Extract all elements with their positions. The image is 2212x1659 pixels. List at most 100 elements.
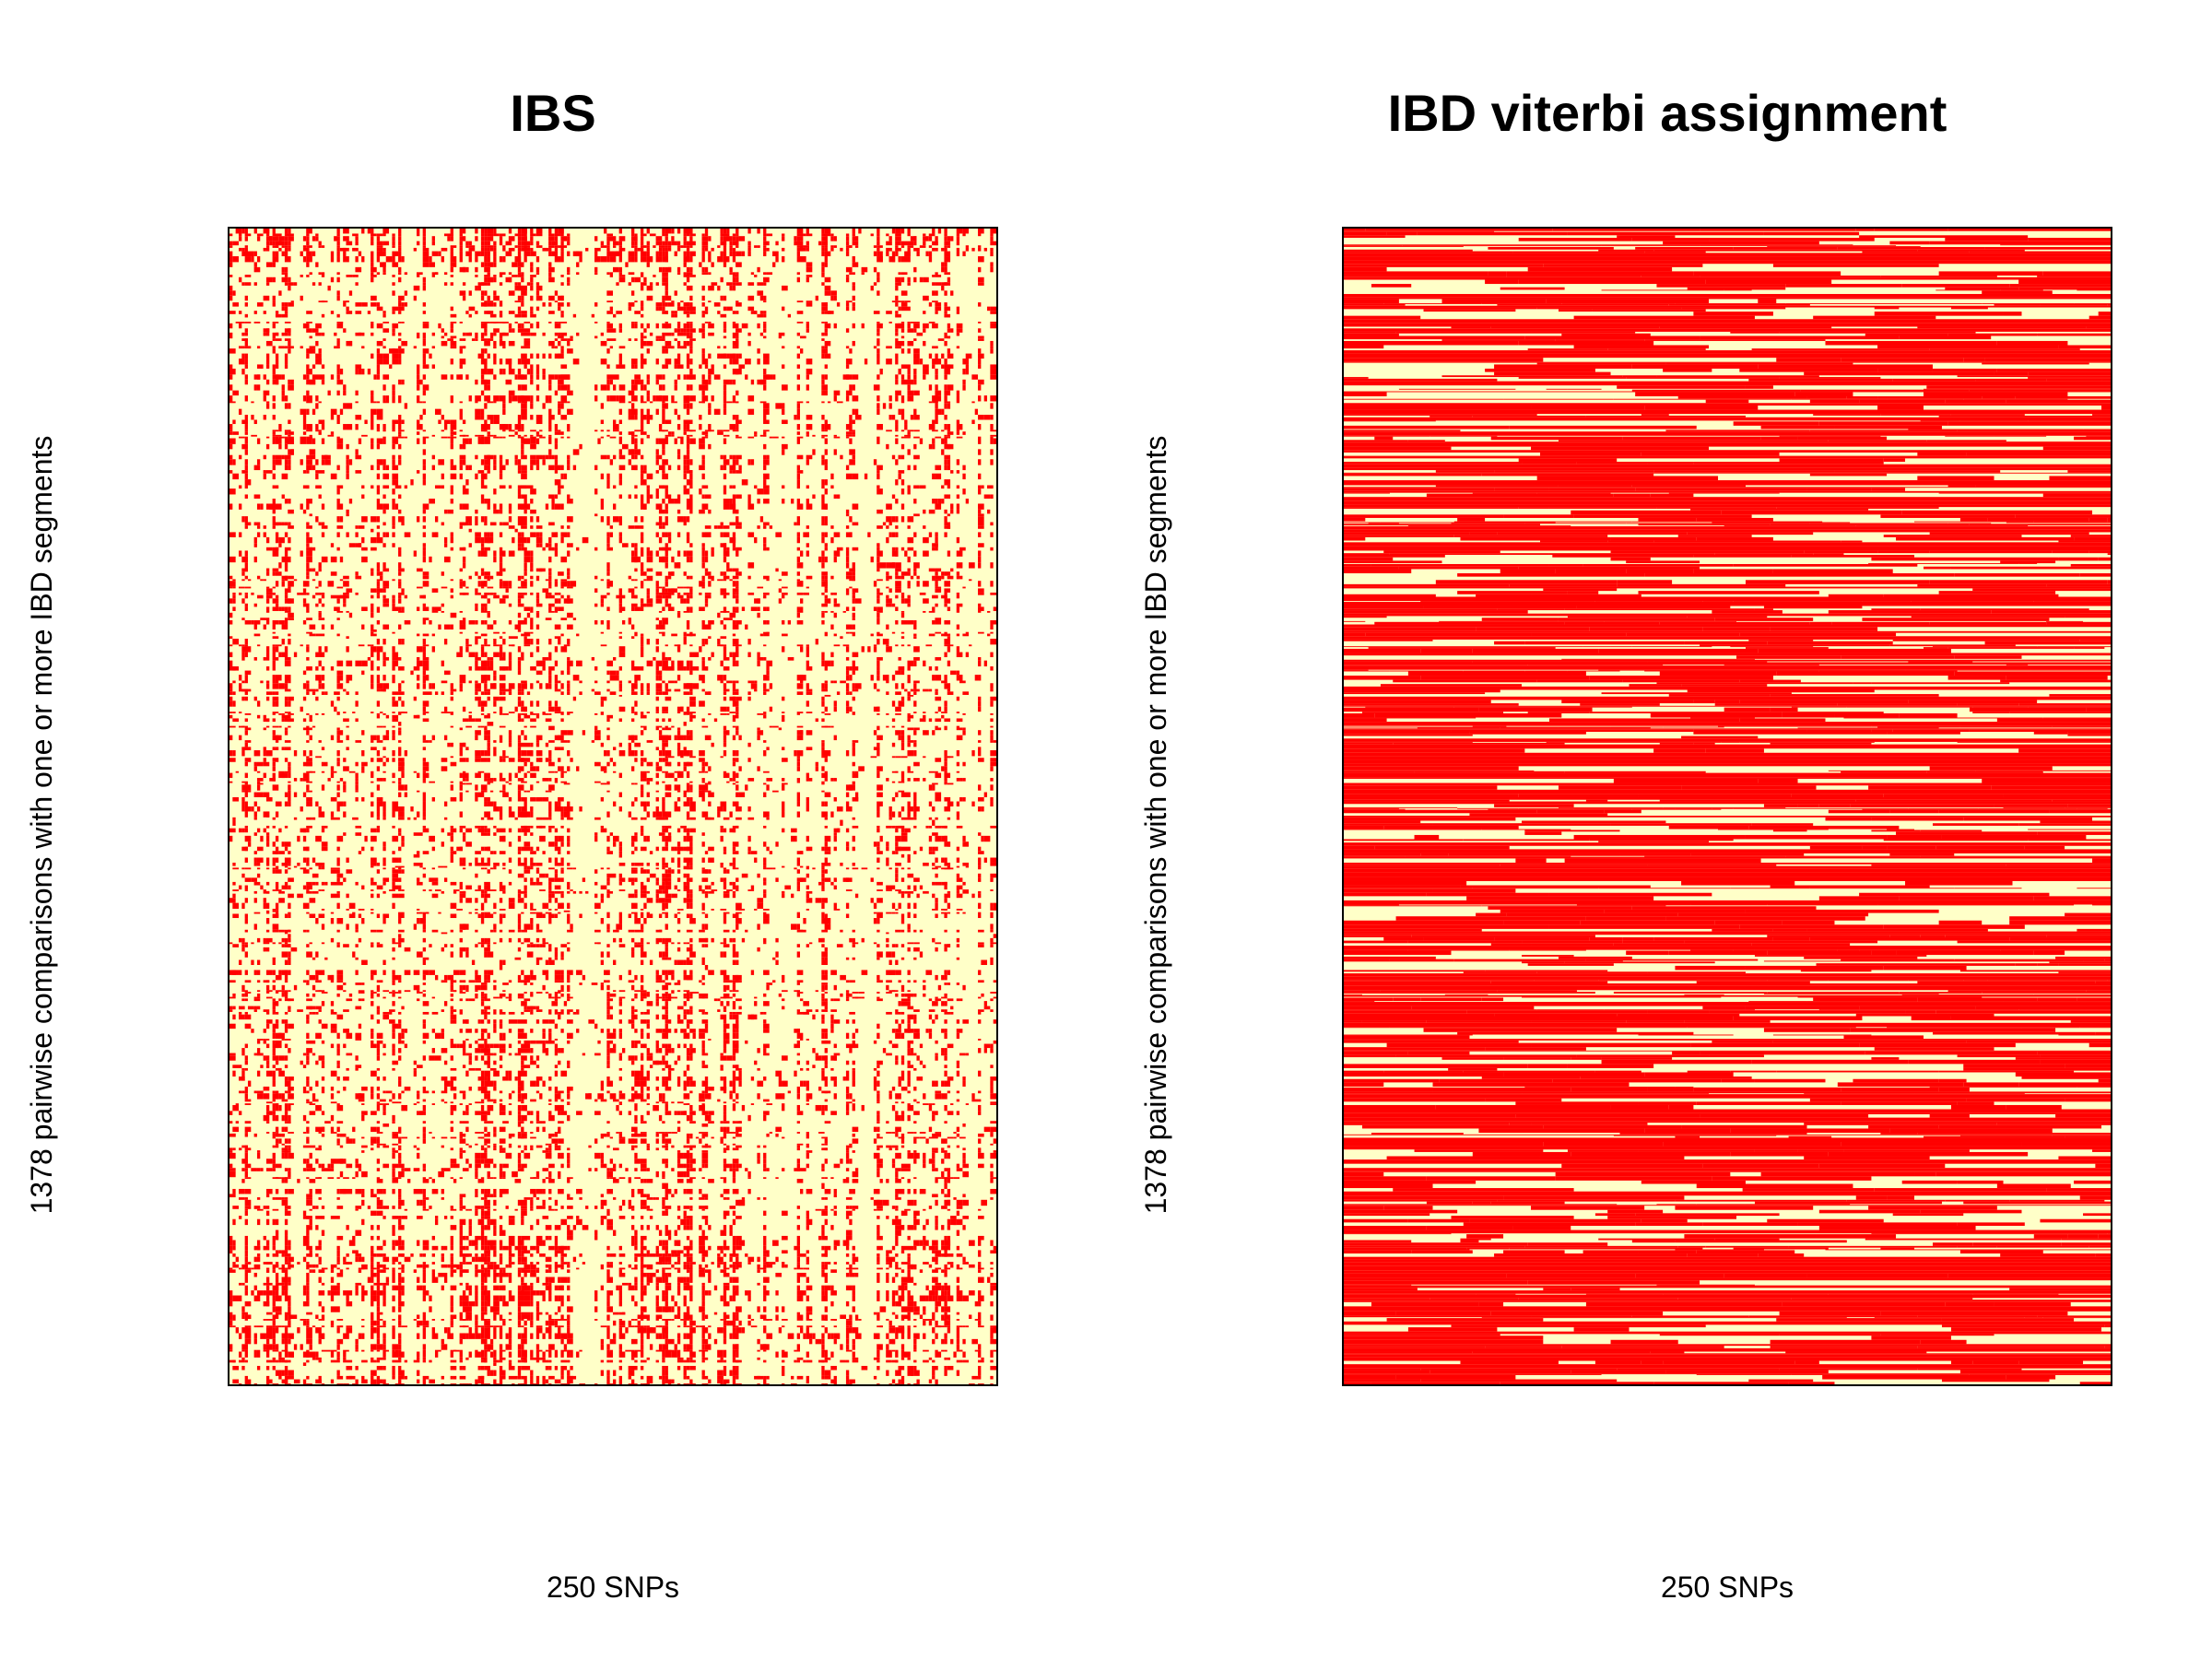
heatmap-cell <box>554 592 559 595</box>
heatmap-cell <box>244 652 248 658</box>
heatmap-cell <box>689 503 693 510</box>
heatmap-cell <box>535 465 540 471</box>
heatmap-cell <box>302 236 307 241</box>
heatmap-cell <box>701 562 705 569</box>
heatmap-cell <box>665 282 668 286</box>
heatmap-cell <box>272 229 276 234</box>
heatmap-cell <box>630 592 635 595</box>
heatmap-cell <box>947 236 951 241</box>
heatmap-cell <box>398 562 402 569</box>
heatmap-cell <box>530 229 534 234</box>
heatmap-cell <box>477 550 481 557</box>
heatmap-cell <box>677 594 684 599</box>
heatmap-cell <box>852 606 855 611</box>
heatmap-cell <box>618 323 622 329</box>
heatmap-cell <box>576 272 580 276</box>
heatmap-cell <box>757 612 760 618</box>
heatmap-cell <box>935 275 942 277</box>
heatmap-cell <box>747 359 751 365</box>
heatmap-cell <box>358 543 362 547</box>
heatmap-cell <box>493 401 497 404</box>
heatmap-cell <box>895 313 899 318</box>
heatmap-cell <box>572 313 577 318</box>
heatmap-cell <box>877 509 883 514</box>
heatmap-cell <box>665 256 668 263</box>
heatmap-cell <box>336 415 340 420</box>
heatmap-cell <box>493 295 500 301</box>
heatmap-cell <box>567 266 571 273</box>
heatmap-cell <box>944 415 947 420</box>
heatmap-cell <box>431 454 435 460</box>
heatmap-cell <box>944 581 951 587</box>
heatmap-cell <box>628 619 631 625</box>
heatmap-cell <box>613 313 617 318</box>
heatmap-cell <box>376 408 383 416</box>
heatmap-cell <box>900 245 905 248</box>
heatmap-cell <box>521 311 524 314</box>
heatmap-cell <box>315 353 319 359</box>
heatmap-cell <box>493 638 497 645</box>
heatmap-cell <box>796 473 801 480</box>
heatmap-cell <box>689 340 693 347</box>
heatmap-cell <box>493 328 500 333</box>
heatmap-cell <box>806 586 809 589</box>
heatmap-cell <box>782 619 785 625</box>
heatmap-cell <box>923 660 926 667</box>
heatmap-cell <box>932 619 935 625</box>
heatmap-cell <box>278 424 282 430</box>
heatmap-cell <box>794 522 797 526</box>
heatmap-cell <box>671 666 675 671</box>
heatmap-cell <box>499 636 503 639</box>
heatmap-cell <box>646 488 650 495</box>
heatmap-cell <box>686 233 690 237</box>
heatmap-cell <box>665 579 668 582</box>
heatmap-cell <box>484 581 488 587</box>
heatmap-cell <box>757 229 760 234</box>
heatmap-cell <box>288 588 291 593</box>
heatmap-cell <box>238 359 245 365</box>
heatmap-cell <box>689 575 693 580</box>
heatmap-cell <box>398 311 402 314</box>
heatmap-cell <box>640 335 644 339</box>
heatmap-cell <box>910 415 914 420</box>
heatmap-cell <box>747 306 755 312</box>
heatmap-cell <box>499 454 503 460</box>
heatmap-cell <box>845 395 850 402</box>
heatmap-cell <box>944 403 947 409</box>
heatmap-cell <box>665 547 668 551</box>
heatmap-cell <box>923 328 926 333</box>
heatmap-cell <box>701 247 705 252</box>
heatmap-cell <box>923 536 929 544</box>
heatmap-cell <box>677 660 684 667</box>
heatmap-cell <box>662 470 665 474</box>
heatmap-cell <box>800 300 804 303</box>
heatmap-cell <box>907 660 914 667</box>
heatmap-cell <box>854 415 862 420</box>
heatmap-cell <box>560 256 564 263</box>
heatmap-cell <box>990 266 994 273</box>
heatmap-cell <box>763 328 767 333</box>
heatmap-cell <box>275 313 282 318</box>
heatmap-cell <box>735 328 742 333</box>
heatmap-cell <box>398 494 402 500</box>
heatmap-cell <box>900 592 905 595</box>
heatmap-cell <box>238 503 242 510</box>
heatmap-cell <box>272 646 276 653</box>
heatmap-cell <box>854 245 859 248</box>
heatmap-cell <box>265 353 270 359</box>
heatmap-cell <box>782 346 785 349</box>
heatmap-cell <box>708 256 712 263</box>
heatmap-cell <box>284 598 291 604</box>
heatmap-cell <box>376 272 381 276</box>
heatmap-cell <box>343 247 347 252</box>
heatmap-cell <box>941 285 945 291</box>
heatmap-cell <box>441 429 444 432</box>
heatmap-cell <box>558 384 561 391</box>
heatmap-cell <box>677 272 681 276</box>
heatmap-cell <box>824 332 828 336</box>
heatmap-cell <box>757 348 760 354</box>
heatmap-cell <box>484 660 488 667</box>
heatmap-cell <box>484 332 488 336</box>
heatmap-cell <box>677 550 681 557</box>
heatmap-cell <box>947 335 951 339</box>
